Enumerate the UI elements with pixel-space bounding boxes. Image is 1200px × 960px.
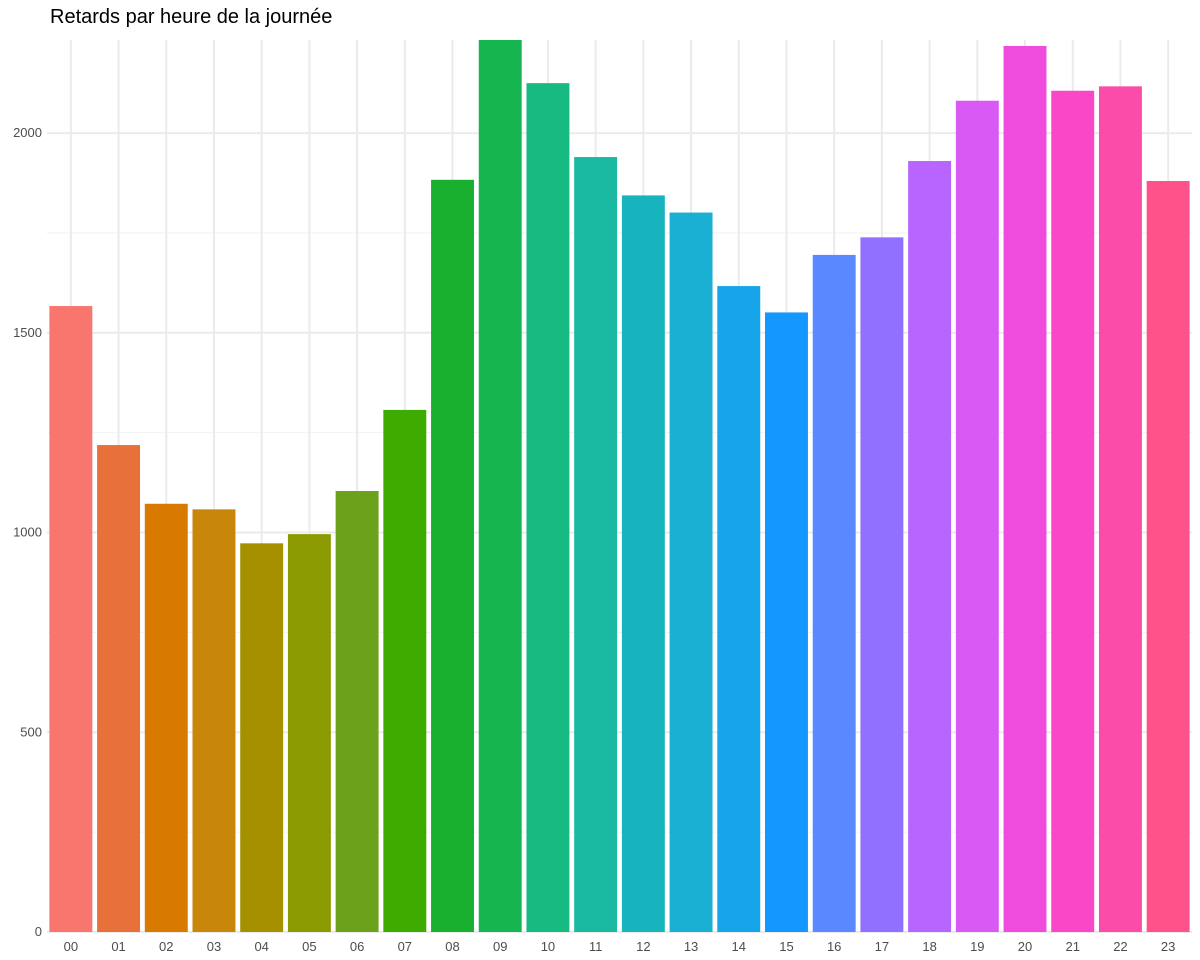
bar-23 [1146, 181, 1190, 932]
bar-16 [812, 254, 856, 932]
x-tick-label: 19 [970, 939, 984, 954]
bar-03 [192, 509, 236, 932]
bar-22 [1098, 86, 1142, 933]
bar-09 [478, 40, 522, 932]
x-tick-label: 04 [254, 939, 268, 954]
bar-00 [49, 306, 93, 932]
chart-title: Retards par heure de la journée [50, 6, 333, 28]
x-tick-label: 10 [541, 939, 555, 954]
x-tick-label: 16 [827, 939, 841, 954]
x-tick-label: 17 [875, 939, 889, 954]
bar-10 [526, 83, 570, 932]
bar-02 [144, 503, 188, 932]
bar-01 [97, 445, 141, 932]
x-tick-label: 18 [922, 939, 936, 954]
bar-21 [1051, 90, 1095, 932]
bar-13 [669, 212, 713, 932]
y-axis-ticks: 0 500 1000 1500 2000 [13, 125, 42, 939]
x-tick-label: 21 [1065, 939, 1079, 954]
x-tick-label: 02 [159, 939, 173, 954]
x-tick-label: 11 [589, 939, 603, 954]
x-tick-label: 08 [445, 939, 459, 954]
x-tick-label: 09 [493, 939, 507, 954]
x-tick-label: 20 [1018, 939, 1032, 954]
x-tick-label: 13 [684, 939, 698, 954]
bar-15 [765, 312, 808, 933]
bar-11 [574, 157, 618, 932]
x-tick-label: 23 [1161, 939, 1175, 954]
y-tick-label: 1000 [13, 525, 42, 540]
bar-08 [431, 179, 474, 933]
x-tick-label: 00 [64, 939, 78, 954]
bar-20 [1003, 45, 1047, 932]
bar-04 [240, 543, 284, 932]
x-tick-label: 06 [350, 939, 364, 954]
x-tick-label: 14 [732, 939, 746, 954]
bar-19 [955, 100, 999, 932]
x-axis-ticks: 00 01 02 03 04 05 06 07 08 09 10 11 12 13 14 15 16 17 18 19… [64, 939, 1176, 954]
y-tick-label: 0 [35, 924, 42, 939]
bar-05 [287, 534, 331, 932]
bars [49, 40, 1190, 933]
y-tick-label: 500 [20, 724, 42, 739]
bar-07 [383, 409, 427, 933]
x-tick-label: 12 [636, 939, 650, 954]
x-tick-label: 22 [1113, 939, 1127, 954]
bar-06 [335, 490, 379, 932]
bar-17 [860, 237, 904, 932]
bar-18 [908, 161, 952, 932]
x-tick-label: 15 [779, 939, 793, 954]
y-tick-label: 1500 [13, 325, 42, 340]
bar-12 [621, 195, 665, 932]
bar-14 [717, 286, 761, 932]
x-tick-label: 03 [207, 939, 221, 954]
x-tick-label: 07 [398, 939, 412, 954]
y-tick-label: 2000 [13, 125, 42, 140]
x-tick-label: 01 [111, 939, 125, 954]
x-tick-label: 05 [302, 939, 316, 954]
